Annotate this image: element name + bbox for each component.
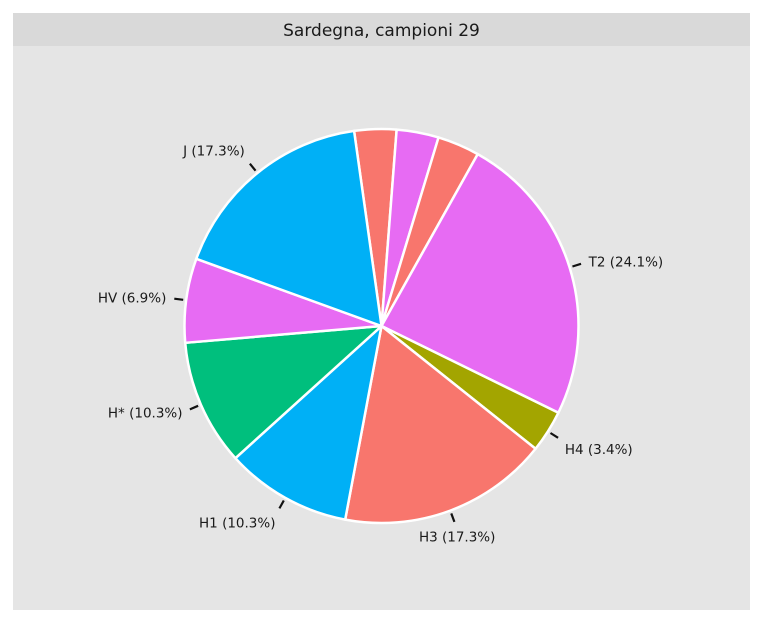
pie-slices: [183, 127, 580, 525]
label-tick-9: [249, 162, 257, 172]
label-tick-7: [189, 404, 199, 411]
label-tick-5: [450, 513, 456, 523]
slice-label-9: J (17.3%): [182, 143, 245, 159]
pie-slice-7: [183, 324, 383, 460]
slice-labels: T2 (24.1%) H4 (3.4%) H3 (17.3%) H1 (10.3%) H…: [98, 143, 663, 545]
label-ticks: [174, 162, 582, 523]
slice-label-7: H* (10.3%): [108, 406, 183, 422]
label-tick-6: [278, 499, 285, 509]
label-tick-4: [549, 432, 559, 439]
slice-label-6: H1 (10.3%): [199, 515, 275, 531]
label-tick-8: [174, 297, 184, 301]
label-tick-3: [572, 262, 582, 268]
facet-strip: [13, 13, 750, 46]
pie-slice-3: [380, 152, 580, 415]
pie-slice-6: [234, 324, 383, 521]
pie-slice-5: [343, 324, 537, 525]
pie-slice-9: [195, 129, 383, 328]
slice-label-8: HV (6.9%): [98, 291, 167, 307]
slice-label-4: H4 (3.4%): [565, 442, 633, 458]
facet-strip-title: Sardegna, campioni 29: [283, 21, 480, 41]
slice-label-3: T2 (24.1%): [588, 254, 664, 270]
slice-label-5: H3 (17.3%): [419, 529, 495, 545]
